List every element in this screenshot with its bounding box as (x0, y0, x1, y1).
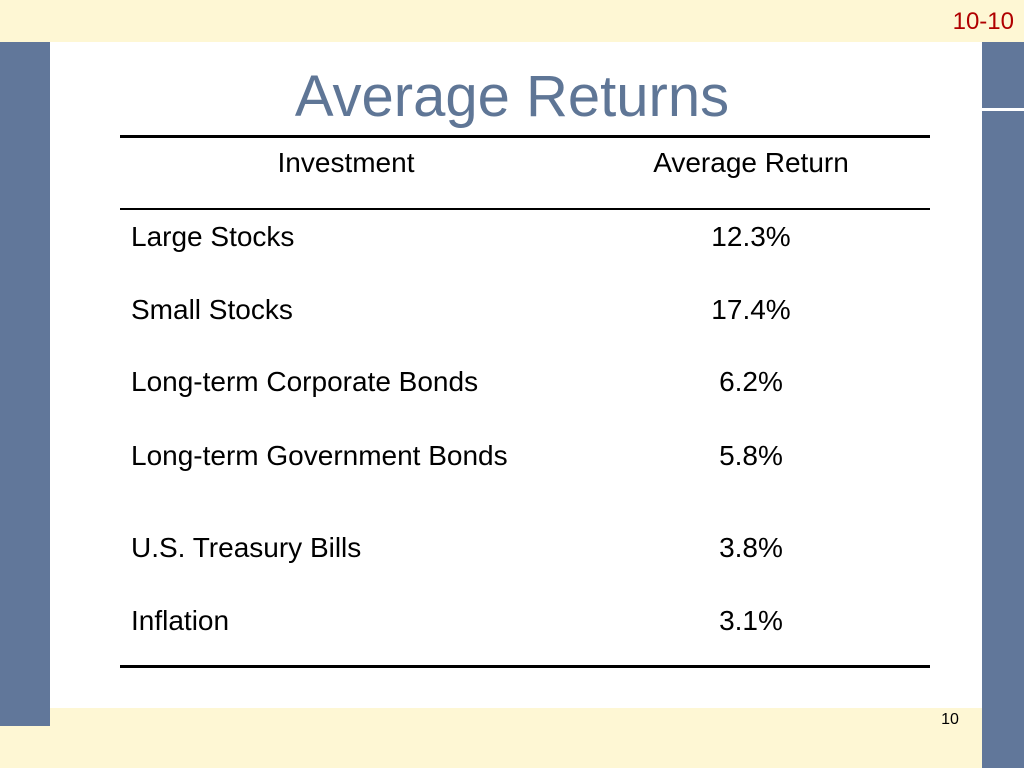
table-row-investment: U.S. Treasury Bills (131, 532, 362, 563)
right-blue-bar (982, 111, 1024, 768)
left-blue-bar (0, 42, 50, 726)
table-row-average-return: 3.8% (719, 532, 783, 563)
table-header-rule (120, 208, 930, 210)
table-row-average-return: 17.4% (711, 294, 791, 325)
table-row-investment: Long-term Corporate Bonds (131, 366, 479, 397)
table-row-investment: Inflation (131, 605, 230, 636)
table-row-investment: Long-term Government Bonds (131, 440, 508, 471)
table-bottom-rule (120, 665, 930, 668)
table-row-average-return: 5.8% (719, 440, 783, 471)
right-blue-bar-top (982, 42, 1024, 108)
table-row-average-return: 12.3% (711, 221, 791, 252)
slide-code: 10-10 (952, 8, 1014, 35)
column-header-investment: Investment (277, 147, 415, 178)
slide-title: Average Returns (294, 64, 730, 129)
bottom-cream-band (0, 708, 1000, 768)
table-row-investment: Large Stocks (131, 221, 295, 252)
table-row-average-return: 3.1% (719, 605, 783, 636)
page-number: 10 (941, 711, 959, 728)
table-top-rule (120, 135, 930, 138)
column-header-average-return: Average Return (653, 147, 849, 178)
top-cream-band (35, 0, 1024, 42)
table-row-investment: Small Stocks (131, 294, 293, 325)
table-row-average-return: 6.2% (719, 366, 783, 397)
